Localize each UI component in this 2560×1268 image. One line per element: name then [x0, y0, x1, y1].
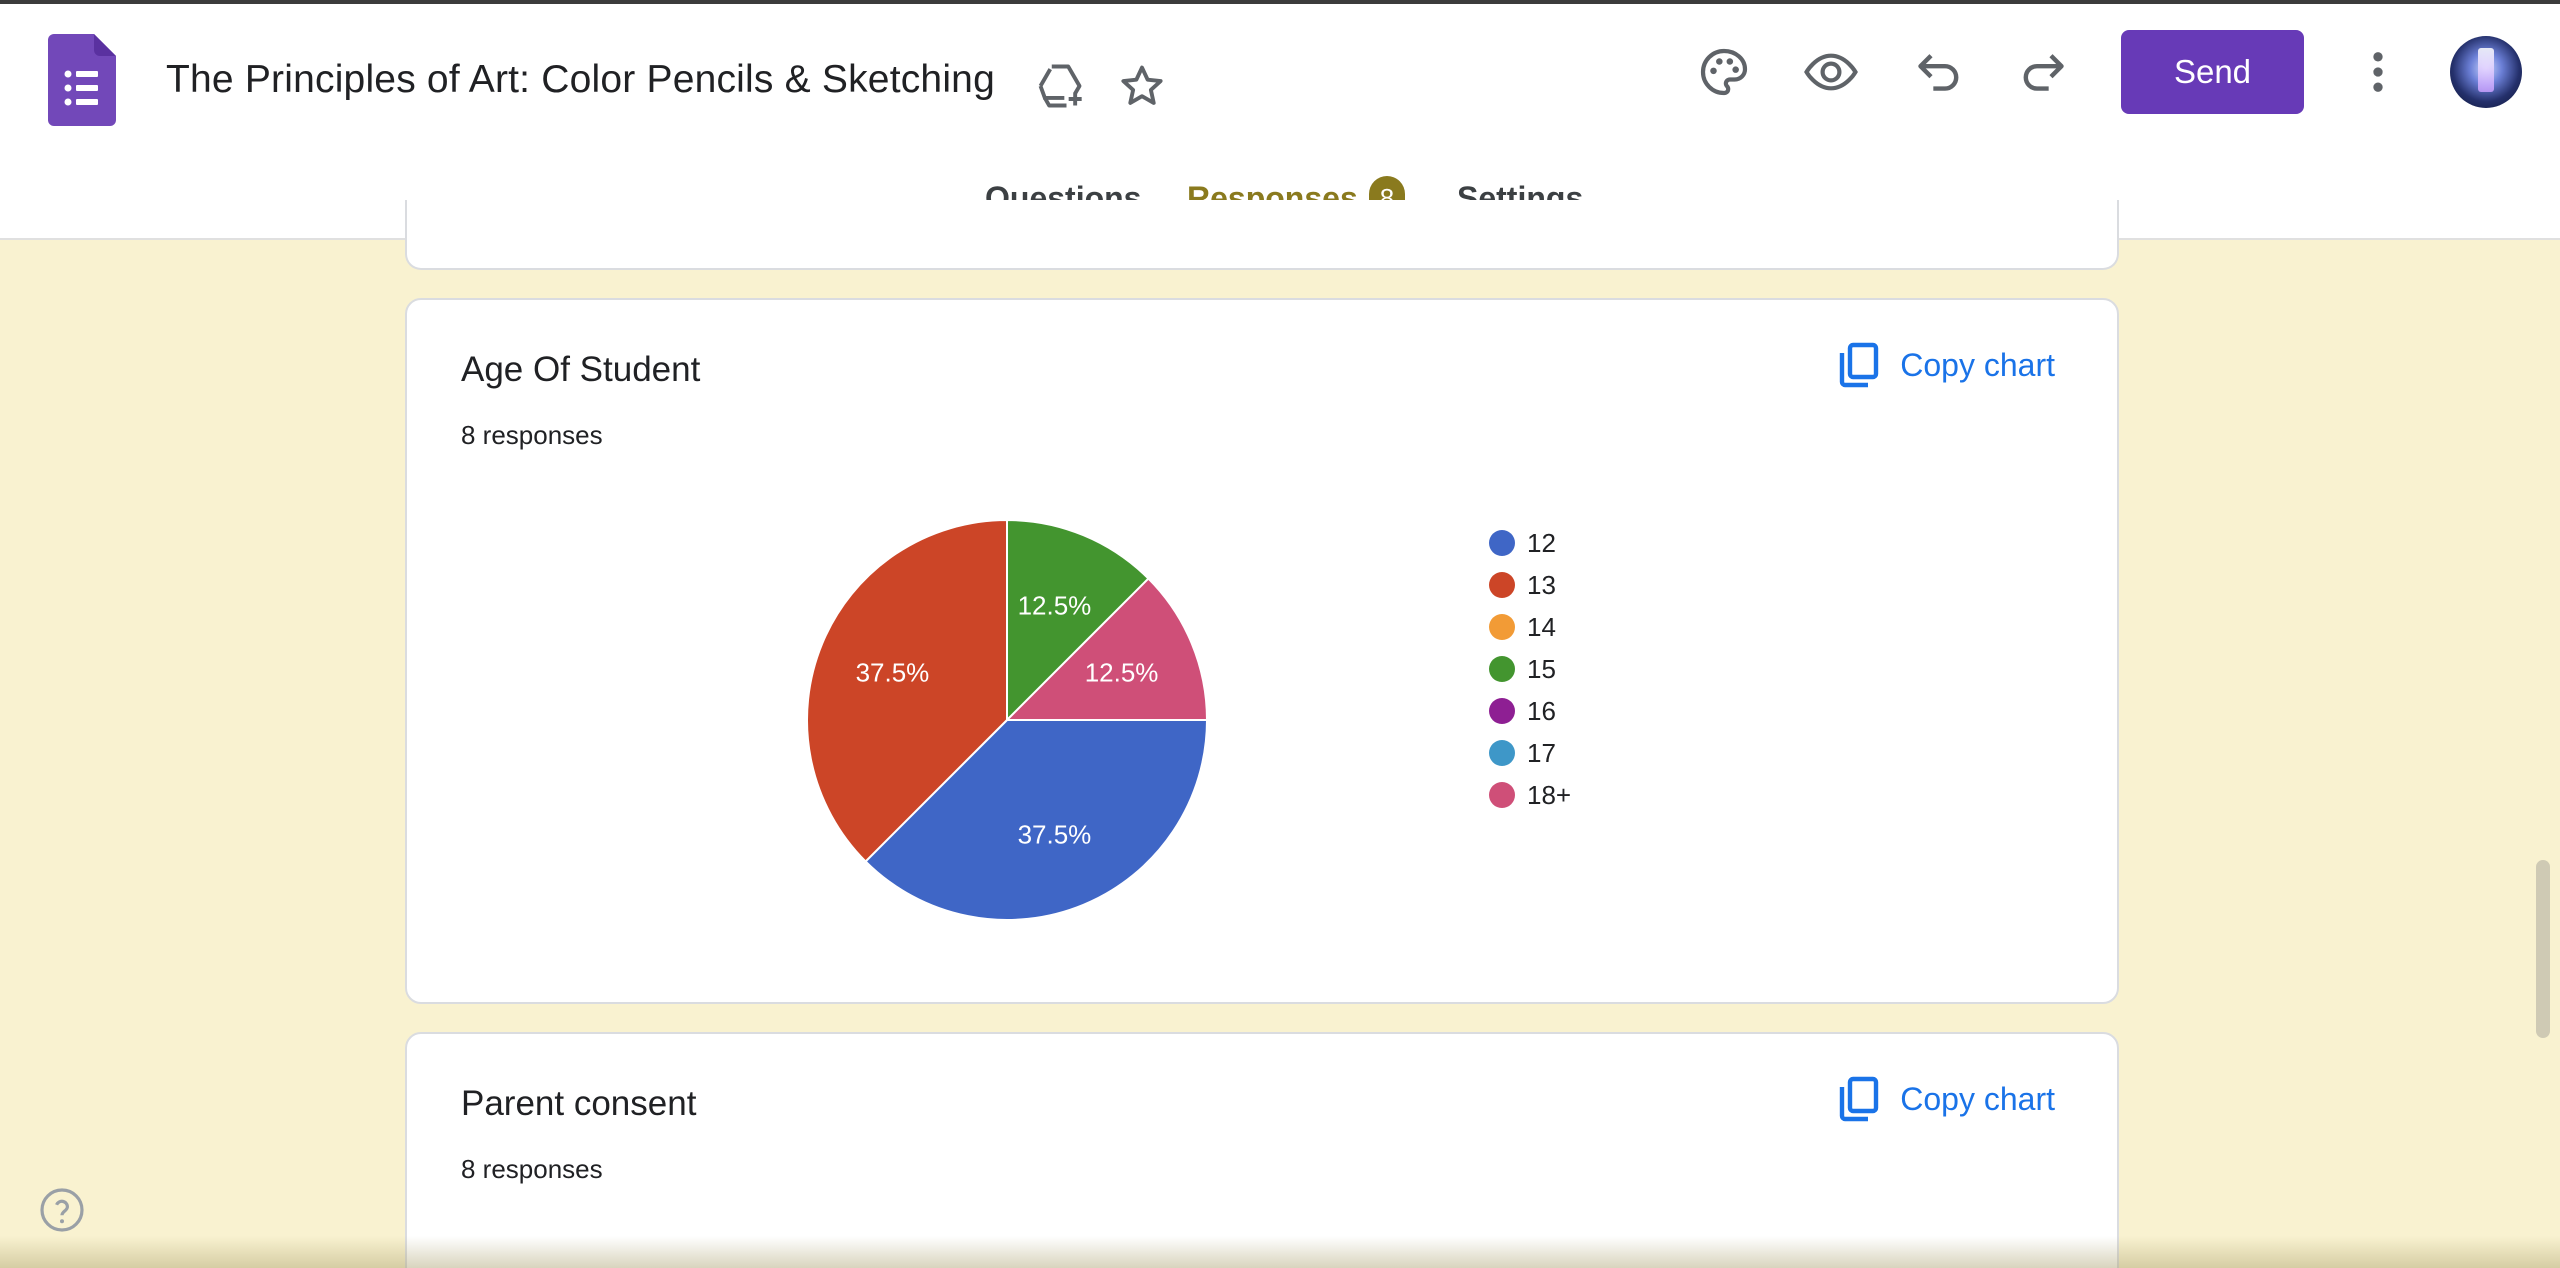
legend-swatch	[1489, 572, 1515, 598]
more-vert-icon[interactable]	[2350, 44, 2406, 100]
legend-item: 13	[1489, 564, 1571, 606]
undo-icon[interactable]	[1910, 44, 1966, 100]
legend-label: 14	[1527, 611, 1556, 642]
copy-chart-label: Copy chart	[1900, 1080, 2055, 1117]
help-icon[interactable]	[38, 1186, 86, 1234]
legend-item: 18+	[1489, 774, 1571, 816]
legend-swatch	[1489, 530, 1515, 556]
legend-label: 15	[1527, 653, 1556, 684]
legend-swatch	[1489, 740, 1515, 766]
response-count: 8 responses	[461, 420, 603, 450]
pie-slice-label: 37.5%	[856, 658, 930, 688]
legend-item: 12	[1489, 522, 1571, 564]
page-scrollbar[interactable]	[2536, 860, 2550, 1038]
account-avatar[interactable]	[2450, 36, 2522, 108]
pie-slice-label: 12.5%	[1085, 658, 1159, 688]
pie-slice-18plus[interactable]	[1004, 577, 1209, 721]
chart-legend: 12 13 14 15 16 17 18+	[1489, 522, 1571, 816]
copy-icon	[1840, 342, 1879, 388]
move-to-drive-icon[interactable]	[1034, 60, 1086, 112]
legend-swatch	[1489, 656, 1515, 682]
question-title: Parent consent	[461, 1084, 697, 1123]
preview-eye-icon[interactable]	[1803, 44, 1859, 100]
copy-chart-button[interactable]: Copy chart	[1838, 342, 2055, 388]
legend-item: 15	[1489, 648, 1571, 690]
legend-swatch	[1489, 614, 1515, 640]
response-count: 8 responses	[461, 1154, 603, 1184]
pie-slice-label: 12.5%	[1018, 590, 1092, 620]
pie-slice-12[interactable]	[864, 719, 1209, 921]
redo-icon[interactable]	[2016, 44, 2072, 100]
pie-chart: 12.5% 12.5% 37.5% 37.5%	[806, 518, 1209, 921]
legend-item: 16	[1489, 690, 1571, 732]
legend-item: 17	[1489, 732, 1571, 774]
question-title: Age Of Student	[461, 350, 701, 389]
legend-swatch	[1489, 698, 1515, 724]
legend-item: 14	[1489, 606, 1571, 648]
legend-label: 17	[1527, 737, 1556, 768]
pie-slice-13[interactable]	[806, 518, 1008, 863]
palette-icon[interactable]	[1696, 44, 1752, 100]
legend-label: 16	[1527, 695, 1556, 726]
star-icon[interactable]	[1116, 60, 1168, 112]
previous-question-card	[405, 200, 2119, 270]
legend-label: 12	[1527, 527, 1556, 558]
legend-label: 18+	[1527, 779, 1572, 810]
window-top-border	[0, 0, 2560, 4]
send-button[interactable]: Send	[2121, 30, 2304, 114]
copy-chart-button[interactable]: Copy chart	[1838, 1076, 2055, 1122]
pie-slice-15[interactable]	[1006, 518, 1150, 723]
copy-icon	[1840, 1076, 1879, 1122]
bottom-shadow	[0, 1236, 2560, 1268]
question-summary-card: Parent consent 8 responses Copy chart	[405, 1032, 2119, 1268]
question-summary-card: Age Of Student 8 responses Copy chart 12…	[405, 298, 2119, 1004]
forms-logo-icon[interactable]	[48, 34, 116, 126]
copy-chart-label: Copy chart	[1900, 346, 2055, 383]
legend-label: 13	[1527, 569, 1556, 600]
pie-slice-label: 37.5%	[1018, 820, 1092, 850]
legend-swatch	[1489, 782, 1515, 808]
form-title[interactable]: The Principles of Art: Color Pencils & S…	[166, 58, 995, 101]
